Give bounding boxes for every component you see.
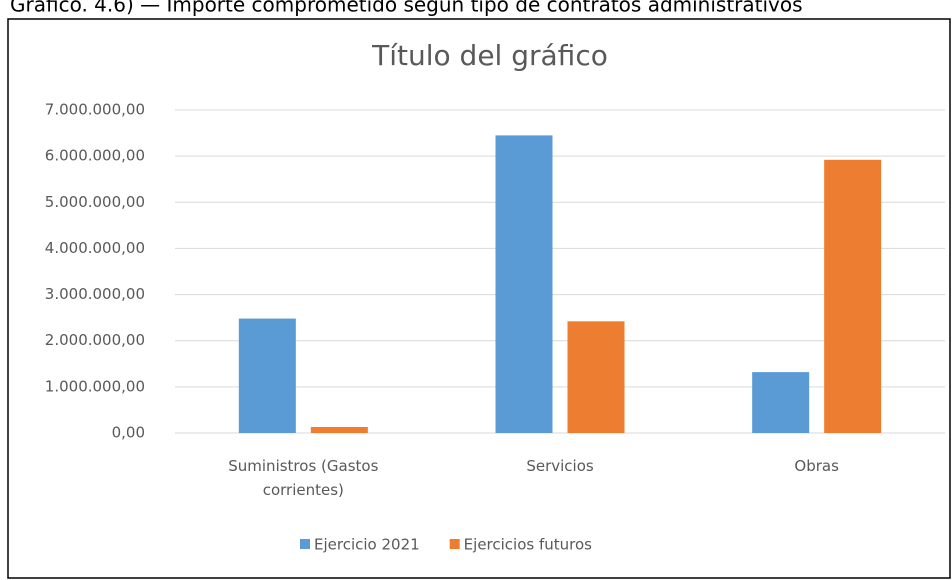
x-tick-label: Suministros (Gastos corrientes) (228, 457, 379, 499)
y-tick-label: 5.000.000,00 (45, 193, 145, 211)
y-tick-label: 2.000.000,00 (45, 331, 145, 349)
bar (310, 427, 368, 433)
legend-swatch (449, 539, 460, 549)
bar (824, 159, 882, 433)
x-tick-label: Obras (794, 457, 839, 475)
y-tick-label: 1.000.000,00 (45, 377, 145, 395)
bar (567, 321, 625, 433)
bar (495, 135, 553, 433)
legend-label: Ejercicios futuros (464, 536, 592, 554)
x-tick-label: Servicios (526, 457, 594, 475)
y-tick-label: 0,00 (112, 424, 145, 442)
bar (752, 372, 810, 433)
chart-border (7, 18, 951, 579)
y-tick-label: 6.000.000,00 (45, 147, 145, 165)
y-tick-label: 3.000.000,00 (45, 285, 145, 303)
y-tick-label: 7.000.000,00 (45, 101, 145, 119)
chart-title: Título del gráfico (371, 39, 608, 72)
legend-swatch (300, 539, 310, 549)
y-tick-label: 4.000.000,00 (45, 239, 145, 257)
legend-label: Ejercicio 2021 (314, 536, 420, 554)
bar (238, 318, 296, 433)
caption: Gráfico. 4.6) — Importe comprometido seg… (10, 0, 803, 17)
